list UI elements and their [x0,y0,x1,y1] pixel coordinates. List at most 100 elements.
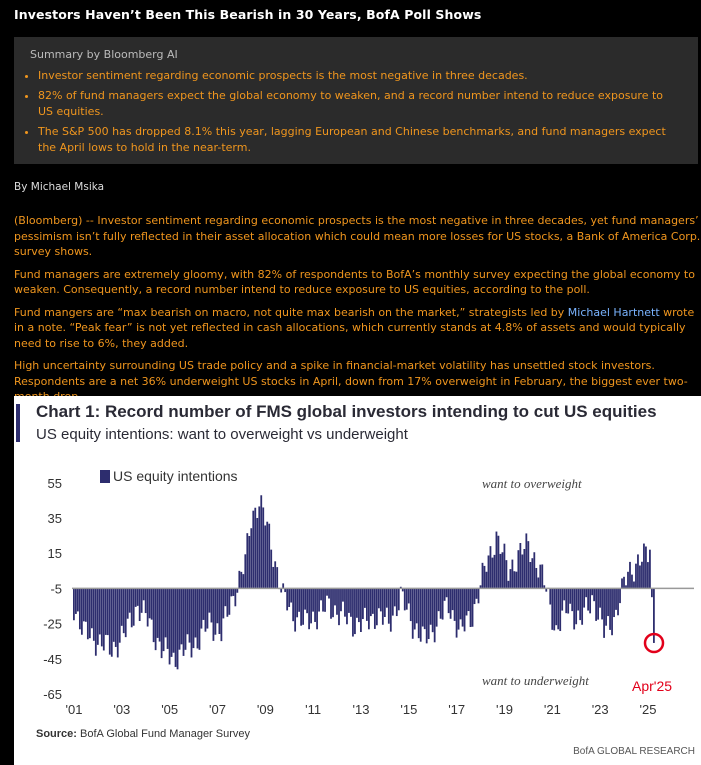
bar [489,546,492,589]
bar [150,588,153,620]
bar [176,588,179,670]
bar [244,554,247,589]
bar [154,588,157,651]
bar [210,588,213,623]
bar [288,588,291,607]
bar [240,571,243,589]
bar [393,588,396,607]
bar [545,588,548,592]
bar [387,588,390,624]
bar [296,588,299,618]
bar [471,588,474,627]
bar [208,588,211,613]
bar [487,555,490,589]
bar [336,588,338,615]
bar [585,588,588,598]
bar [190,588,193,658]
bar [226,588,229,617]
bar [369,588,372,617]
bar [457,588,460,630]
bar [567,588,570,614]
y-tick-label: -65 [43,687,62,702]
x-tick-label: '11 [305,702,321,717]
legend-label: US equity intentions [113,468,238,484]
bar [509,569,512,589]
bar [206,588,209,629]
bar [94,588,97,656]
bar [501,552,504,589]
bar [531,558,534,589]
bar [276,567,279,589]
bar [238,570,241,589]
bar [202,588,205,620]
x-tick-label: '23 [592,702,609,717]
bar [383,588,386,617]
bar [320,588,322,601]
bar [443,588,446,601]
bar [308,588,310,630]
chart-image: Chart 1: Record number of FMS global inv… [14,396,701,765]
bar [104,588,107,635]
bar [597,588,599,620]
bar [633,581,635,589]
bar [409,588,412,622]
author-link[interactable]: Michael Hartnett [567,305,660,319]
bar [559,588,562,632]
x-tick-label: '25 [640,702,657,717]
bar [515,571,518,589]
bar [86,588,89,640]
bar [132,588,135,626]
bar [401,588,404,592]
bar [144,588,147,614]
bar [467,588,470,612]
bar [481,562,484,589]
bar [186,588,189,635]
article-body: (Bloomberg) -- Investor sentiment regard… [14,213,701,412]
summary-title: Summary by Bloomberg AI [30,48,178,61]
bar [204,588,207,632]
bar [124,588,127,638]
bar [441,588,444,620]
bar [234,588,237,607]
bar [447,588,450,614]
bar [118,588,121,643]
bar [332,588,334,618]
bar [256,517,259,589]
bar [553,588,556,631]
bar [252,510,255,589]
bar [507,580,510,589]
bar [346,588,348,625]
bar [310,588,312,624]
bar [242,574,245,589]
bar [140,588,143,613]
bar [395,588,398,617]
bar [340,588,342,612]
bar [365,588,368,621]
bar [134,588,137,607]
bar [475,588,478,599]
bar [499,553,502,589]
bar [92,588,95,641]
bar [338,588,340,626]
bar [573,588,576,630]
bar [146,588,149,627]
bar [192,588,195,649]
callout-circle [643,632,665,654]
bar [639,565,641,589]
bar [222,588,225,619]
bar [629,561,631,589]
bar [583,588,586,608]
bar [463,588,466,632]
bar [411,588,414,639]
bar [651,588,653,598]
bar [565,588,568,614]
bar [535,567,538,589]
callout-label: Apr'25 [632,678,672,694]
bar [220,588,223,642]
bar [128,588,131,613]
summary-bullet: Investor sentiment regarding economic pr… [38,68,678,84]
summary-bullet: 82% of fund managers expect the global e… [38,88,678,120]
y-tick-label: -45 [43,652,62,667]
bar [364,588,366,608]
bar [148,588,151,619]
